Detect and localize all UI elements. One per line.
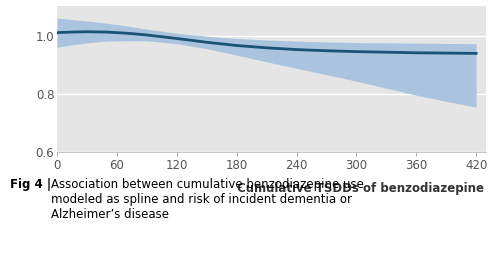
Text: Association between cumulative benzodiazepine use
modeled as spline and risk of : Association between cumulative benzodiaz… — [51, 178, 364, 221]
Text: Cumulative TSDDs of benzodiazepine: Cumulative TSDDs of benzodiazepine — [237, 182, 484, 195]
Text: Fig 4 |: Fig 4 | — [10, 178, 55, 191]
